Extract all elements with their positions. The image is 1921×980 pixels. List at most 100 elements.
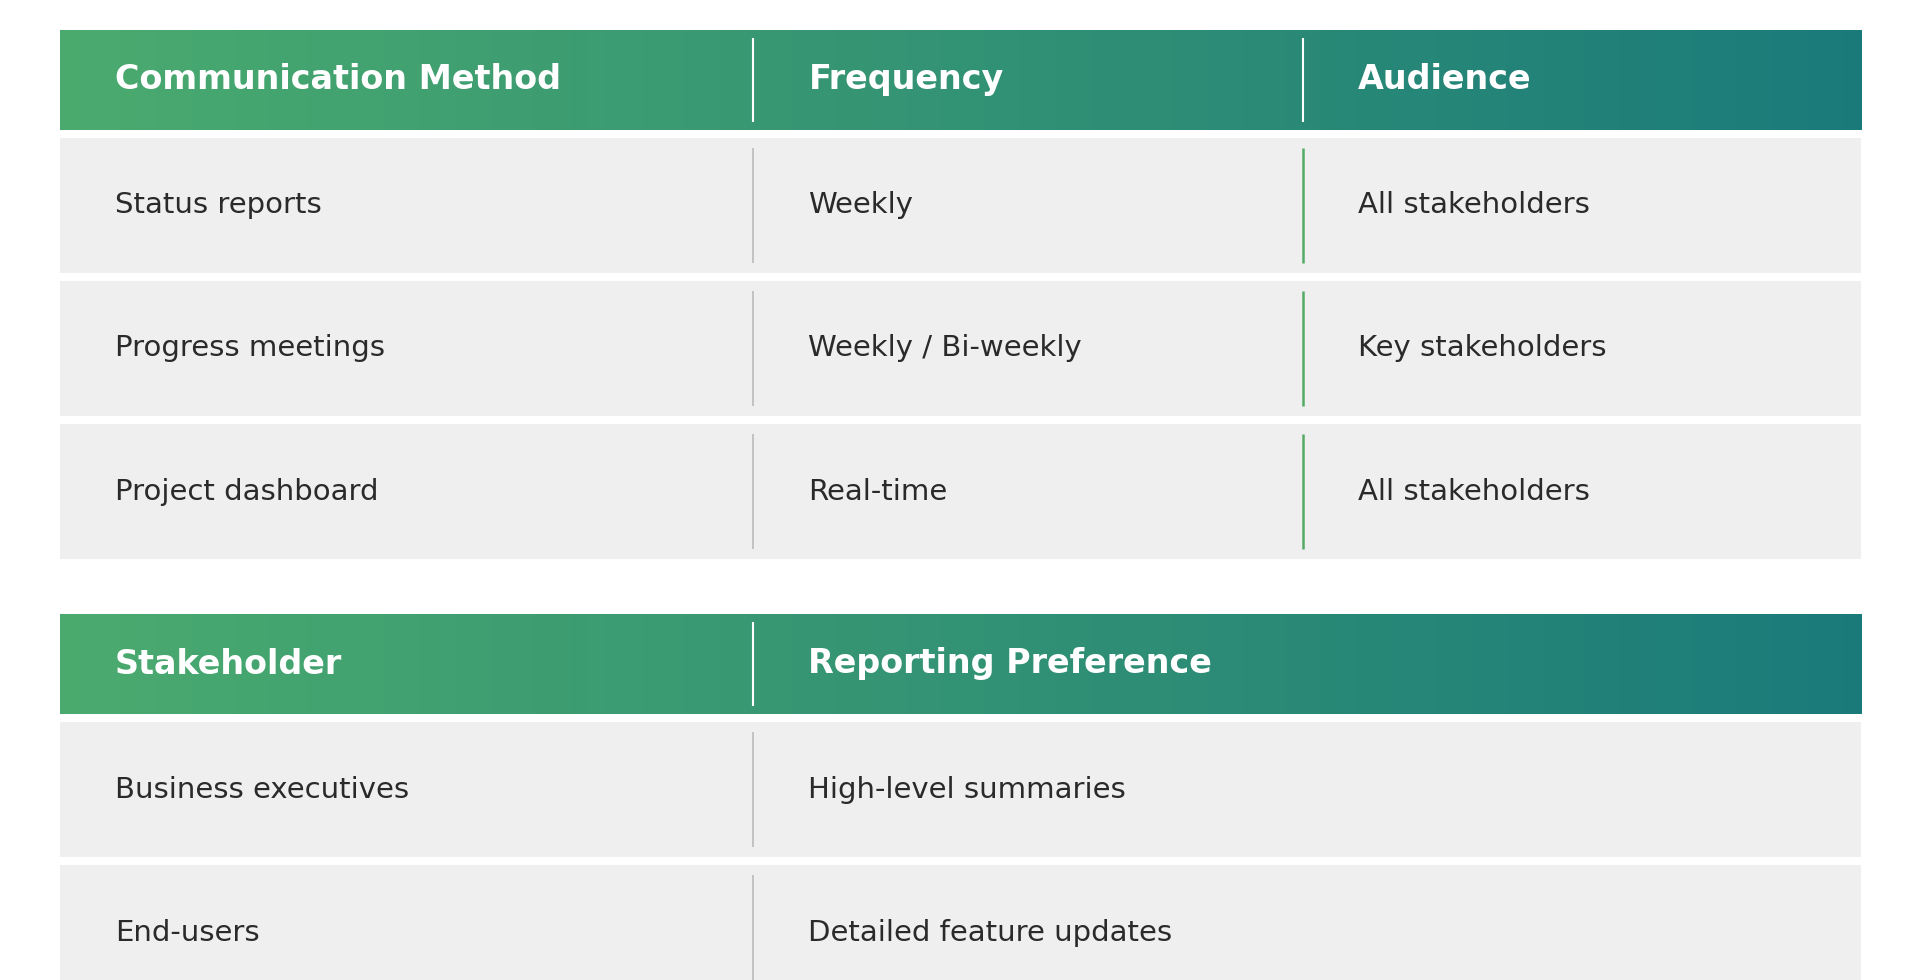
Bar [1554,30,1562,130]
Bar [367,614,373,714]
Bar [559,614,565,714]
Bar [1183,614,1189,714]
Bar [234,614,240,714]
Bar [726,614,734,714]
Bar [895,614,901,714]
Bar [642,30,649,130]
Bar [661,614,667,714]
Bar [859,30,864,130]
Bar [763,30,768,130]
Bar [167,614,175,714]
Bar [551,614,559,714]
Bar [181,614,186,714]
Bar [1327,614,1333,714]
Bar [401,614,409,714]
Bar [108,614,115,714]
Bar [319,614,325,714]
Bar [1158,614,1166,714]
Bar [252,30,259,130]
Bar [655,30,661,130]
Bar [1495,614,1502,714]
Bar [715,614,720,714]
Bar [353,614,361,714]
Bar [912,614,918,714]
Bar [624,30,630,130]
Bar [1573,614,1579,714]
Bar [1836,614,1844,714]
Bar [353,30,361,130]
Bar [1260,30,1268,130]
Bar [415,614,421,714]
Bar [1122,30,1130,130]
Bar [1658,614,1664,714]
Bar [1813,614,1819,714]
Bar [1105,30,1110,130]
Bar [1195,30,1201,130]
Bar [1393,30,1398,130]
Bar [1362,30,1370,130]
Text: Audience: Audience [1358,64,1531,96]
Bar [576,30,582,130]
Bar [1170,30,1178,130]
Bar [1698,30,1706,130]
Text: Progress meetings: Progress meetings [115,334,384,363]
Bar [1723,30,1729,130]
Bar [305,30,313,130]
Bar [421,30,426,130]
Bar [1825,614,1831,714]
Bar [498,30,505,130]
Bar [474,30,480,130]
Bar [503,30,511,130]
Bar [1520,30,1525,130]
Bar [96,614,102,714]
Bar [672,30,678,130]
Bar [1291,614,1297,714]
Bar [492,614,499,714]
Bar [594,30,601,130]
Bar [991,30,997,130]
Bar [1537,30,1543,130]
Bar [1568,30,1573,130]
Bar [300,30,307,130]
Bar [655,614,661,714]
Bar [1404,30,1412,130]
Bar [1664,30,1669,130]
Bar [1712,30,1717,130]
Bar [1729,30,1735,130]
Bar [1548,614,1556,714]
Bar [1327,30,1333,130]
Bar [1681,30,1687,130]
Bar [215,614,223,714]
Bar [282,30,288,130]
Bar [1062,614,1070,714]
Bar [619,614,624,714]
Bar [1500,30,1508,130]
Bar [619,30,624,130]
Bar [930,30,937,130]
Bar [966,614,974,714]
Bar [469,614,474,714]
Bar [1189,614,1195,714]
Bar [1164,30,1172,130]
Bar [870,30,878,130]
Bar [215,30,223,130]
Bar [523,30,528,130]
Bar [1441,614,1447,714]
Bar [1850,614,1856,714]
Bar [647,30,655,130]
Bar [1856,30,1861,130]
Bar [1717,614,1723,714]
Bar [1765,614,1771,714]
Bar [246,30,252,130]
Bar [1201,30,1206,130]
Bar [726,30,734,130]
Bar [204,614,211,714]
Bar [1195,614,1201,714]
Bar [912,30,918,130]
Bar [186,30,192,130]
Bar [882,614,889,714]
Bar [1500,614,1508,714]
Bar [1458,614,1466,714]
Bar [450,30,457,130]
Bar [229,614,234,714]
